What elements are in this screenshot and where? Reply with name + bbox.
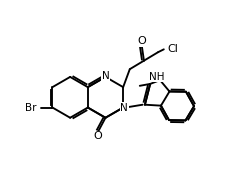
Text: NH: NH — [150, 72, 165, 82]
Text: N: N — [102, 71, 109, 81]
Text: N: N — [120, 103, 128, 112]
Text: O: O — [137, 36, 146, 46]
Text: O: O — [93, 131, 102, 141]
Text: Cl: Cl — [168, 44, 179, 54]
Text: Br: Br — [25, 103, 37, 112]
